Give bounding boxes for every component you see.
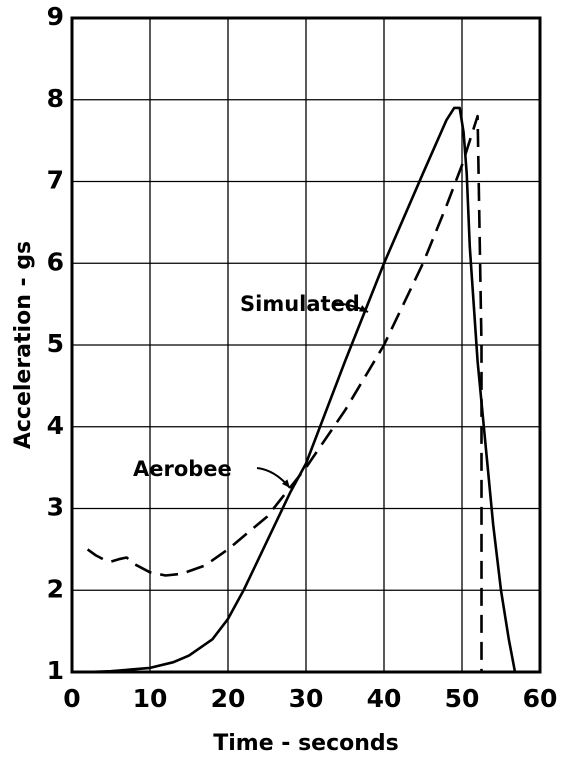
y-tick-label: 7 <box>47 166 64 195</box>
y-tick-label: 4 <box>47 411 64 440</box>
y-tick-label: 5 <box>47 329 64 358</box>
arrow-head <box>282 479 290 488</box>
x-axis-label: Time - seconds <box>213 731 399 756</box>
plot-frame <box>70 16 542 674</box>
y-tick-label: 2 <box>47 574 64 603</box>
arrow-head <box>359 305 368 312</box>
x-tick-label: 10 <box>133 684 168 713</box>
y-axis-label: Acceleration - gs <box>11 241 36 449</box>
y-tick-label: 1 <box>47 656 64 685</box>
y-tick-label: 8 <box>47 84 64 113</box>
x-tick-label: 20 <box>211 684 246 713</box>
x-tick-label: 60 <box>523 684 558 713</box>
y-tick-label: 6 <box>47 247 64 276</box>
series-line <box>86 114 483 672</box>
series-annotation: Aerobee <box>133 457 232 481</box>
y-tick-label: 9 <box>47 2 64 31</box>
y-tick-label: 3 <box>47 493 64 522</box>
x-tick-label: 50 <box>445 684 480 713</box>
x-tick-label: 30 <box>289 684 324 713</box>
x-tick-label: 40 <box>367 684 402 713</box>
series-line <box>87 106 517 674</box>
x-tick-label: 0 <box>63 684 80 713</box>
